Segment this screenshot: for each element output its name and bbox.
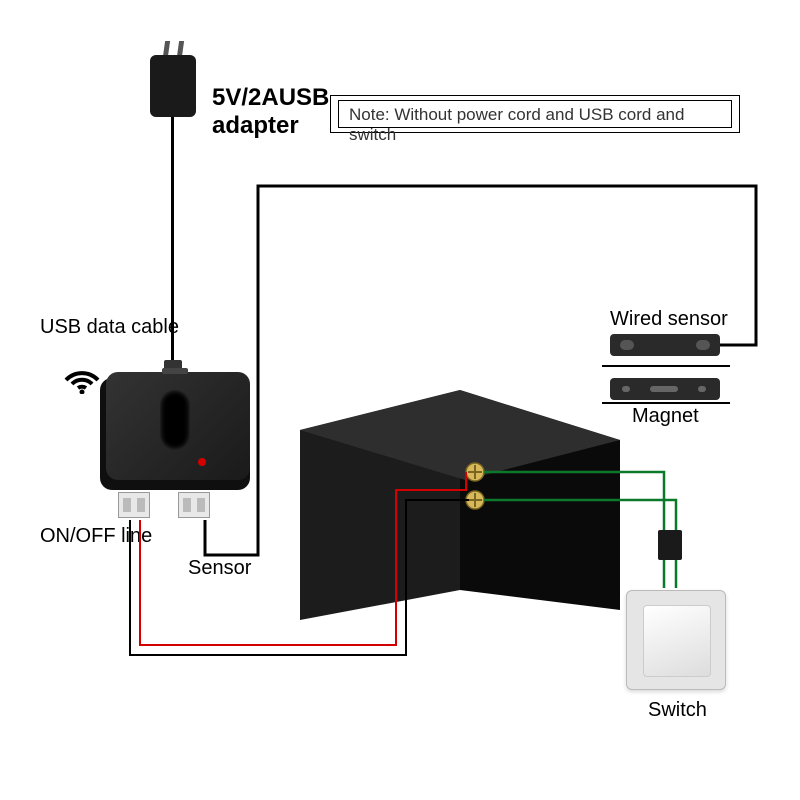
- wiring-overlay: [0, 0, 800, 800]
